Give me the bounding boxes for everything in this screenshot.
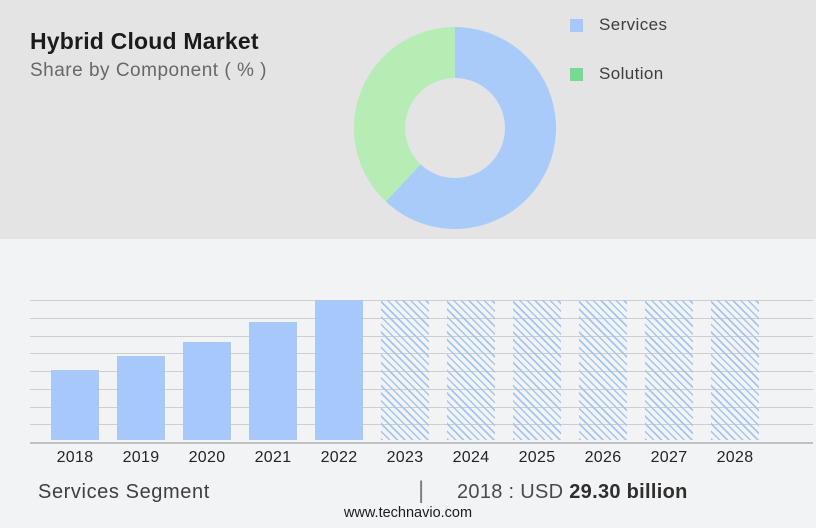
bar-2022: [315, 300, 363, 440]
x-axis-label-2026: 2026: [584, 449, 622, 466]
x-axis-label-2022: 2022: [320, 449, 358, 466]
x-axis-label-2025: 2025: [518, 449, 556, 466]
legend-swatch-solution: [570, 67, 583, 81]
page-title: Hybrid Cloud Market: [30, 28, 259, 54]
x-axis-label-2021: 2021: [254, 449, 292, 466]
website-url: www.technavio.com: [343, 505, 473, 521]
bar-2024-forecast: [447, 300, 495, 440]
legend-swatch-services: [570, 18, 583, 32]
header-band: Hybrid Cloud Market Share by Component (…: [0, 0, 816, 239]
footer-separator: |: [418, 477, 425, 504]
legend-item-services: Services: [570, 14, 667, 36]
bar-chart: [30, 300, 813, 444]
donut-hole: [405, 78, 505, 178]
value-bold: 29.30 billion: [569, 481, 688, 503]
page-subtitle: Share by Component ( % ): [30, 60, 267, 81]
value-prefix: 2018 : USD: [457, 481, 570, 503]
x-axis-label-2024: 2024: [452, 449, 490, 466]
bar-2027-forecast: [645, 300, 693, 440]
chart-legend: Services Solution: [570, 14, 667, 112]
x-axis-label-2023: 2023: [386, 449, 424, 466]
bar-2023-forecast: [381, 300, 429, 440]
segment-label: Services Segment: [38, 481, 210, 503]
bar-2019: [117, 356, 165, 440]
bar-2021: [249, 322, 297, 440]
legend-label: Services: [599, 15, 668, 34]
bar-2018: [51, 370, 99, 440]
x-axis-label-2027: 2027: [650, 449, 688, 466]
x-axis-label-2028: 2028: [716, 449, 754, 466]
bar-2028-forecast: [711, 300, 759, 440]
bar-2025-forecast: [513, 300, 561, 440]
legend-label: Solution: [599, 64, 664, 83]
bar-2026-forecast: [579, 300, 627, 440]
x-axis-label-2019: 2019: [122, 449, 160, 466]
donut-chart: [354, 27, 556, 229]
x-axis-label-2020: 2020: [188, 449, 226, 466]
x-axis-label-2018: 2018: [56, 449, 94, 466]
x-axis-line: [30, 442, 813, 444]
value-annotation: 2018 : USD 29.30 billion: [457, 481, 688, 504]
legend-item-solution: Solution: [570, 63, 667, 85]
bar-2020: [183, 342, 231, 440]
